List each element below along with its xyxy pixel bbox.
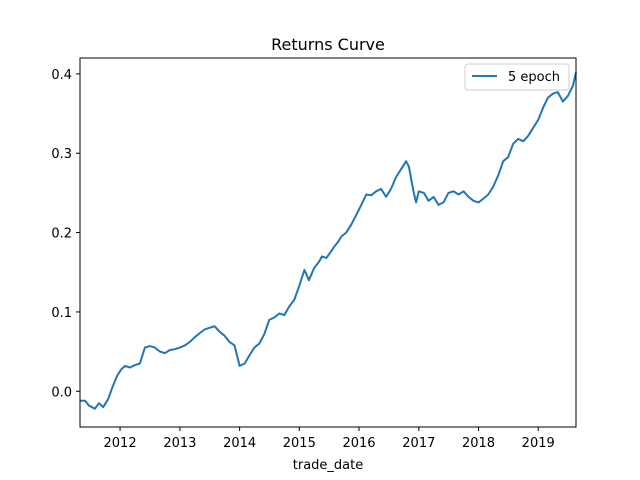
x-tick-label: 2014: [223, 436, 256, 451]
x-tick-label: 2019: [522, 436, 555, 451]
y-tick-label: 0.4: [51, 68, 72, 83]
x-tick-label: 2015: [283, 436, 316, 451]
plot-layer: [80, 72, 577, 410]
legend-label: 5 epoch: [508, 70, 560, 85]
series-line-5-epoch: [80, 72, 577, 410]
x-tick-label: 2012: [104, 436, 137, 451]
y-tick-label: 0.3: [51, 147, 72, 162]
chart-title: Returns Curve: [271, 35, 385, 54]
ticks-layer: 2012 2013 2014 2015 2016 2017 2018 2019 0.0 0.1 0.…: [51, 68, 554, 451]
y-tick-label: 0.2: [51, 227, 72, 242]
plot-frame: [79, 57, 577, 428]
x-axis-label: trade_date: [293, 458, 363, 473]
x-tick-label: 2016: [342, 436, 375, 451]
x-tick-label: 2013: [163, 436, 196, 451]
x-tick-label: 2018: [462, 436, 495, 451]
x-tick-label: 2017: [402, 436, 435, 451]
y-tick-label: 0.1: [51, 306, 72, 321]
y-tick-label: 0.0: [51, 385, 72, 400]
legend: 5 epoch: [464, 63, 570, 91]
legend-box: [464, 63, 570, 91]
